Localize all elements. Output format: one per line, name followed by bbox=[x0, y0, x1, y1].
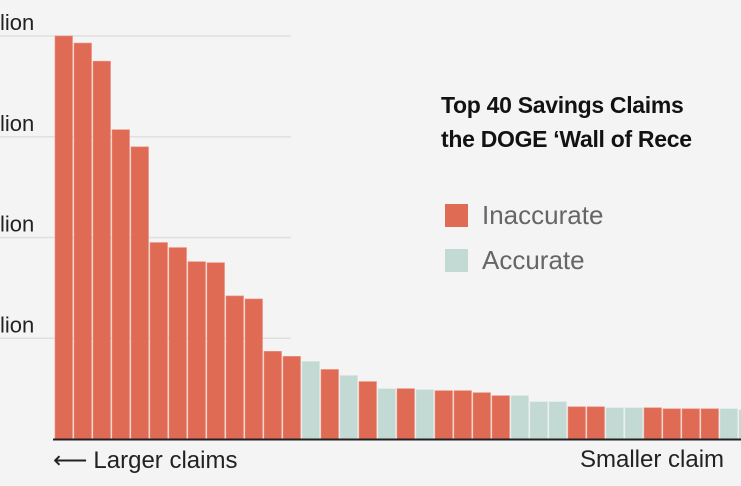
bar-accurate bbox=[605, 407, 624, 440]
chart-title: Top 40 Savings Claims the DOGE ‘Wall of … bbox=[441, 88, 692, 156]
bar-inaccurate bbox=[567, 406, 586, 440]
bar-inaccurate bbox=[491, 395, 510, 440]
bar-inaccurate bbox=[396, 388, 415, 440]
larger-claims-label: Larger claims bbox=[93, 447, 238, 474]
bar-accurate bbox=[301, 361, 320, 440]
bar-inaccurate bbox=[586, 406, 605, 440]
bar-accurate bbox=[738, 409, 741, 440]
smaller-claims-label: Smaller claim bbox=[580, 446, 725, 473]
y-tick-label: lion bbox=[0, 10, 34, 35]
bar-inaccurate bbox=[54, 35, 73, 440]
bar-inaccurate bbox=[73, 42, 92, 440]
bar-inaccurate bbox=[662, 408, 681, 440]
left-arrow-icon: ⟵ bbox=[53, 447, 88, 474]
bar-inaccurate bbox=[168, 247, 187, 440]
bar-inaccurate bbox=[282, 356, 301, 440]
bar-inaccurate bbox=[92, 60, 111, 440]
chart-title-line-2: the DOGE ‘Wall of Rece bbox=[441, 126, 692, 152]
bar-inaccurate bbox=[472, 392, 491, 440]
bar-inaccurate bbox=[225, 295, 244, 440]
y-tick-label: lion bbox=[0, 212, 34, 237]
bar-inaccurate bbox=[434, 390, 453, 440]
bar-accurate bbox=[719, 408, 738, 440]
legend: Inaccurate Accurate bbox=[445, 193, 603, 283]
bar-accurate bbox=[339, 375, 358, 440]
y-tick-label: lion bbox=[0, 312, 34, 337]
legend-label-inaccurate: Inaccurate bbox=[482, 200, 604, 230]
y-tick-label: lion bbox=[0, 111, 34, 136]
bar-accurate bbox=[377, 388, 396, 440]
bar-accurate bbox=[624, 407, 643, 440]
legend-item-accurate: Accurate bbox=[445, 238, 603, 283]
bar-accurate bbox=[510, 395, 529, 440]
bar-accurate bbox=[548, 401, 567, 440]
bar-inaccurate bbox=[681, 408, 700, 440]
bar-inaccurate bbox=[244, 298, 263, 440]
legend-swatch-inaccurate bbox=[445, 204, 468, 227]
bar-inaccurate bbox=[643, 407, 662, 440]
bar-inaccurate bbox=[149, 242, 168, 440]
bar-inaccurate bbox=[453, 390, 472, 440]
larger-claims-annotation: ⟵ Larger claims bbox=[53, 446, 237, 475]
chart-title-line-1: Top 40 Savings Claims bbox=[441, 92, 684, 118]
legend-item-inaccurate: Inaccurate bbox=[445, 193, 603, 238]
legend-label-accurate: Accurate bbox=[482, 245, 585, 275]
bar-inaccurate bbox=[263, 351, 282, 440]
bar-accurate bbox=[415, 389, 434, 440]
bar-inaccurate bbox=[111, 129, 130, 440]
bar-inaccurate bbox=[358, 381, 377, 440]
bar-inaccurate bbox=[700, 408, 719, 440]
legend-swatch-accurate bbox=[445, 249, 468, 272]
bar-inaccurate bbox=[320, 369, 339, 440]
bar-inaccurate bbox=[206, 262, 225, 440]
smaller-claims-annotation: Smaller claim bbox=[580, 446, 724, 474]
bar-inaccurate bbox=[187, 261, 206, 440]
bar-accurate bbox=[529, 401, 548, 440]
bar-inaccurate bbox=[130, 146, 149, 440]
